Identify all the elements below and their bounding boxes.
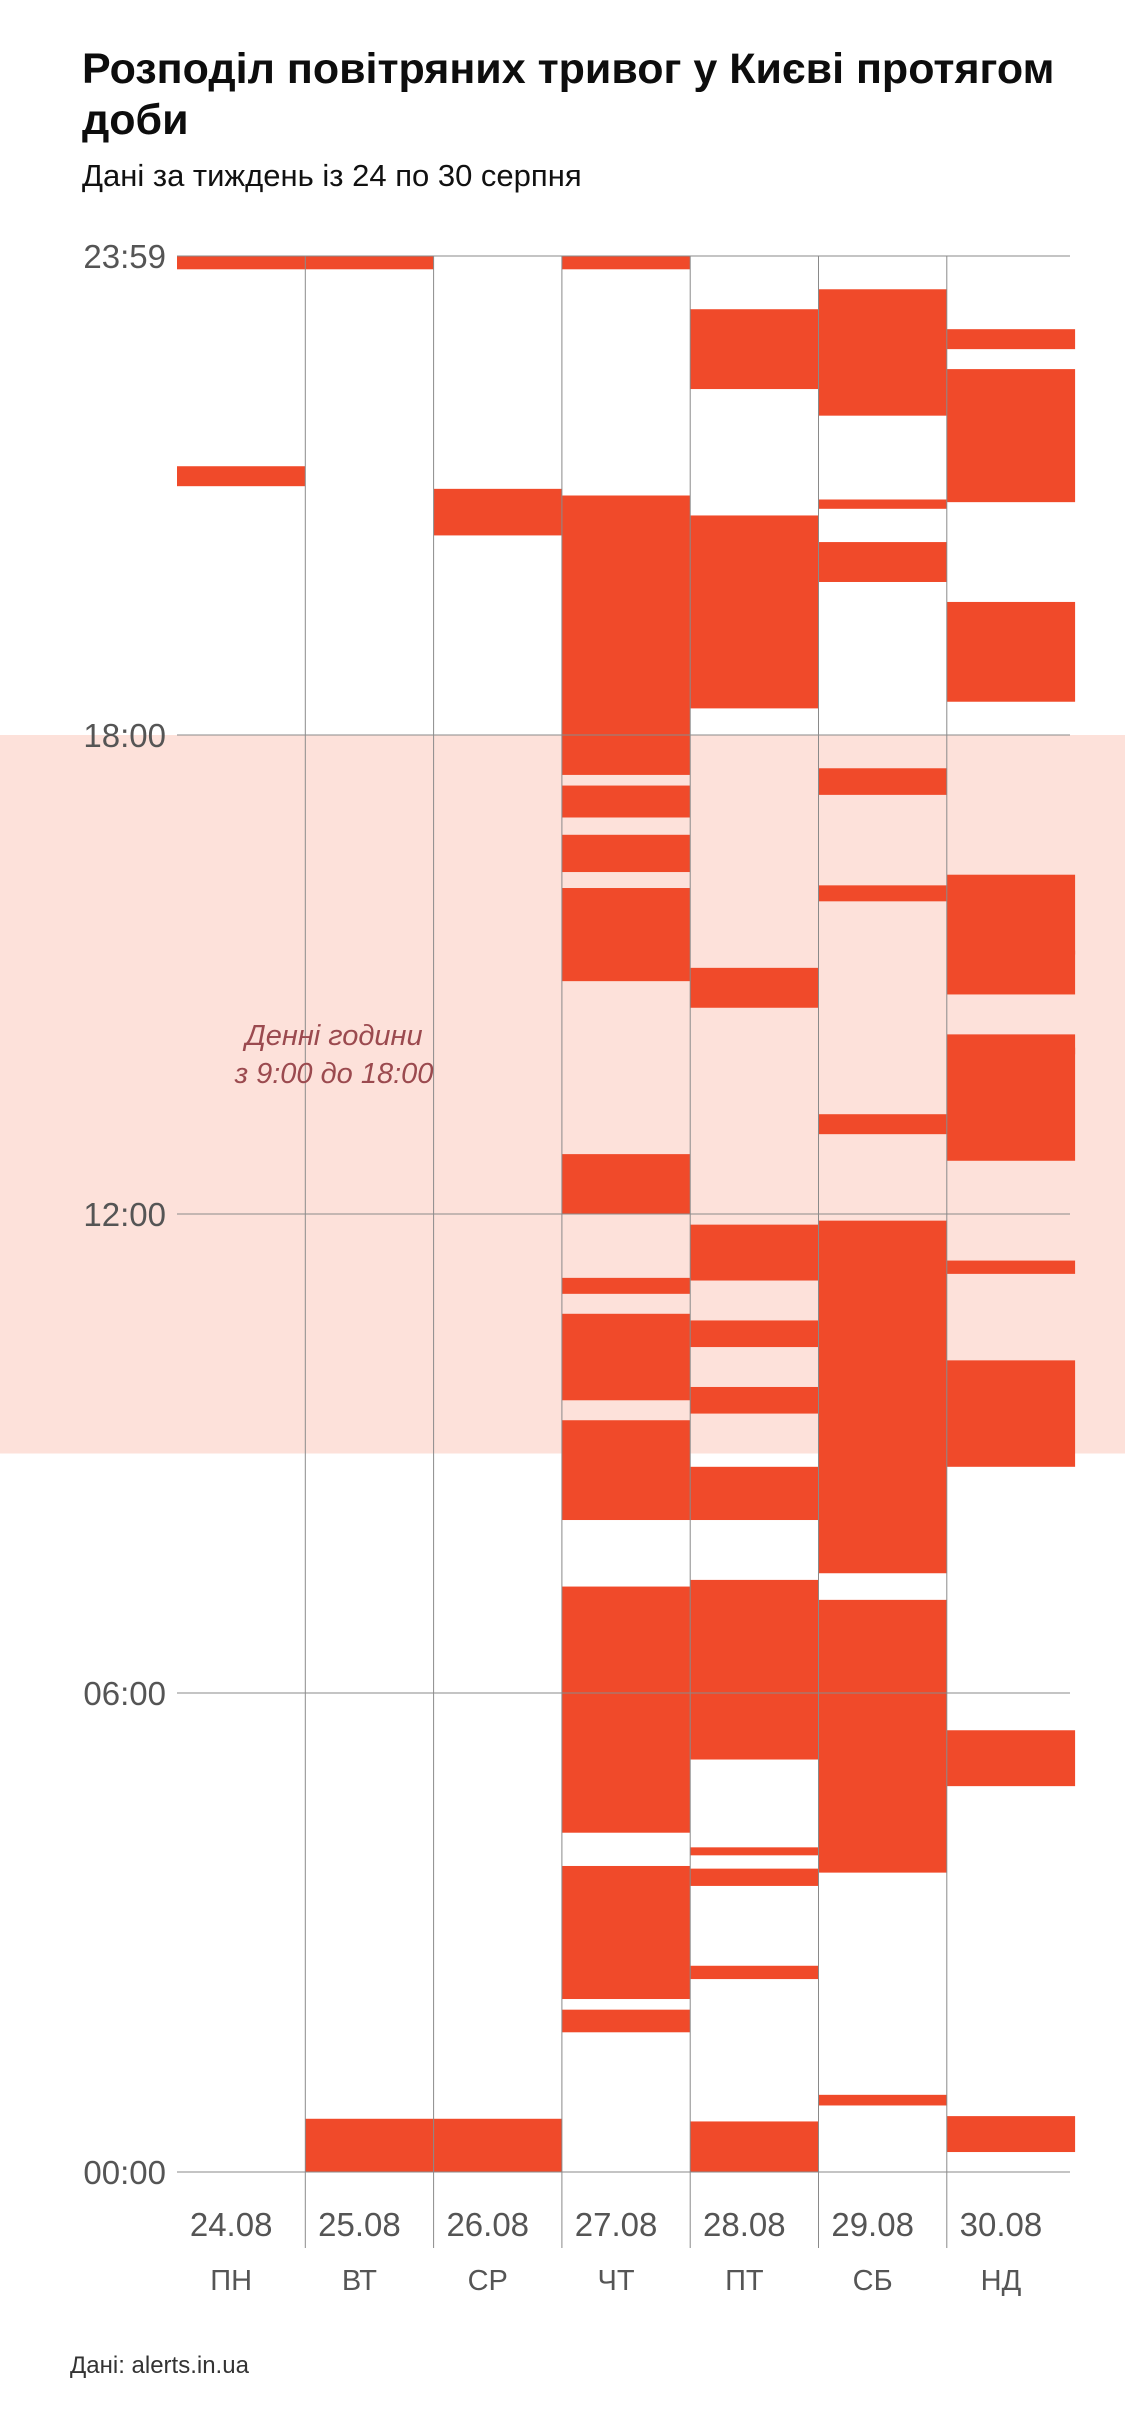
- alert-bar: [818, 2094, 947, 2106]
- x-weekday-label: НД: [981, 2265, 1022, 2297]
- alert-bar: [946, 329, 1076, 350]
- alert-bar: [177, 466, 306, 487]
- alert-bar: [561, 834, 691, 873]
- alert-bar: [561, 256, 691, 270]
- x-weekday-label: СБ: [853, 2265, 893, 2297]
- x-date-label: 30.08: [960, 2206, 1043, 2243]
- alert-bar: [946, 874, 1076, 955]
- x-date-label: 29.08: [831, 2206, 914, 2243]
- alert-bar: [690, 1965, 819, 1980]
- x-date-label: 27.08: [575, 2206, 658, 2243]
- data-source: Дані: alerts.in.ua: [70, 2352, 249, 2379]
- alert-bar: [690, 967, 819, 1008]
- alert-bar: [433, 2118, 562, 2172]
- alert-bar: [818, 499, 947, 509]
- alert-bar: [818, 1114, 947, 1135]
- x-weekday-label: ВТ: [342, 2265, 377, 2297]
- alert-bar: [946, 1260, 1076, 1274]
- x-date-label: 28.08: [703, 2206, 786, 2243]
- alert-bar: [561, 1586, 691, 1833]
- y-tick-label: 23:59: [83, 238, 166, 275]
- alert-bar: [177, 256, 306, 270]
- y-tick-label: 00:00: [83, 2154, 166, 2191]
- alert-bar: [690, 309, 819, 390]
- x-date-label: 25.08: [318, 2206, 401, 2243]
- chart-subtitle: Дані за тиждень із 24 по 30 серпня: [82, 158, 582, 193]
- alert-bar: [690, 1466, 819, 1521]
- alert-bar: [946, 950, 1076, 995]
- alert-bar: [690, 1386, 819, 1414]
- alert-bar: [561, 785, 691, 818]
- alert-bar: [561, 1154, 691, 1214]
- y-tick-label: 18:00: [83, 717, 166, 754]
- alert-bar: [690, 1847, 819, 1856]
- alert-bar: [690, 1224, 819, 1281]
- x-date-label: 26.08: [446, 2206, 529, 2243]
- x-weekday-label: СР: [468, 2265, 508, 2297]
- daytime-band-label: з 9:00 до 18:00: [234, 1058, 434, 1090]
- alert-bar: [946, 369, 1076, 503]
- chart-title: Розподіл повітряних тривог у Києві протя…: [82, 45, 1055, 144]
- alert-bar: [690, 1579, 819, 1760]
- alert-bar: [818, 1599, 947, 1873]
- daytime-band-label: Денні години: [242, 1020, 422, 1052]
- alert-bar: [818, 542, 947, 582]
- alert-bar: [946, 1360, 1076, 1467]
- alert-bar: [690, 2121, 819, 2172]
- alert-bar: [946, 601, 1076, 702]
- x-weekday-label: ЧТ: [598, 2265, 635, 2297]
- alert-bar: [818, 768, 947, 795]
- alert-bar: [561, 1420, 691, 1521]
- alert-bar: [561, 888, 691, 982]
- x-weekday-label: ПТ: [725, 2265, 764, 2297]
- alert-bar: [818, 306, 947, 416]
- alert-bar: [946, 1730, 1076, 1787]
- alert-bar: [690, 515, 819, 709]
- y-tick-label: 12:00: [83, 1196, 166, 1233]
- alert-bar: [561, 1865, 691, 2000]
- y-tick-label: 06:00: [83, 1675, 166, 1712]
- alert-bar: [561, 2009, 691, 2033]
- alert-bar: [946, 2116, 1076, 2153]
- alert-bar: [690, 1320, 819, 1348]
- alert-bar: [561, 515, 691, 775]
- alert-bar: [690, 1868, 819, 1886]
- alert-bar: [305, 256, 434, 270]
- alert-bar: [561, 1277, 691, 1294]
- alert-bar: [433, 488, 562, 536]
- x-date-label: 24.08: [190, 2206, 273, 2243]
- alert-bar: [305, 2118, 434, 2172]
- alert-bar: [818, 1220, 947, 1574]
- alert-bar: [561, 1313, 691, 1401]
- alert-bar: [818, 885, 947, 902]
- alert-bar: [946, 1047, 1076, 1161]
- x-weekday-label: ПН: [210, 2265, 252, 2297]
